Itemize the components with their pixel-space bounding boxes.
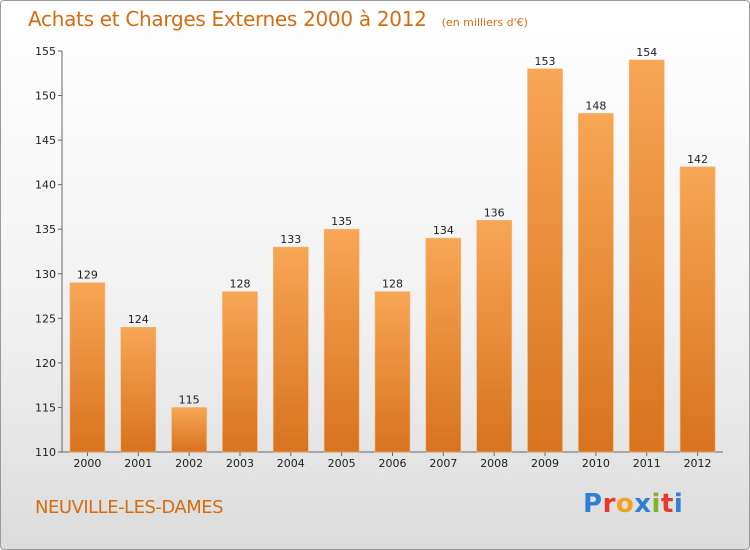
data-label-2008: 136: [484, 206, 505, 219]
proxiti-logo[interactable]: Proxiti: [583, 489, 683, 519]
logo-letter: P: [583, 489, 603, 519]
logo-letter: r: [602, 489, 616, 519]
data-label-2000: 129: [77, 269, 98, 282]
commune-name: NEUVILLE-LES-DAMES: [35, 497, 224, 518]
x-tick-label-2000: 2000: [73, 457, 101, 470]
data-label-2002: 115: [179, 393, 200, 406]
y-tick-label: 130: [35, 268, 56, 281]
x-tick-label-2010: 2010: [582, 457, 610, 470]
chart-title: Achats et Charges Externes 2000 à 2012: [28, 7, 427, 31]
data-label-2003: 128: [229, 278, 250, 291]
x-tick-label-2008: 2008: [480, 457, 508, 470]
data-label-2006: 128: [382, 278, 403, 291]
x-tick-label-2009: 2009: [531, 457, 559, 470]
bar-2004: [273, 246, 309, 453]
y-tick-label: 115: [35, 401, 56, 414]
x-tick-label-2002: 2002: [175, 457, 203, 470]
bars: [69, 59, 716, 453]
bar-2012: [679, 166, 716, 453]
bar-2007: [425, 237, 462, 453]
data-label-2012: 142: [687, 153, 708, 166]
y-tick-label: 125: [35, 312, 56, 325]
y-tick-label: 135: [35, 223, 56, 236]
x-tick-label-2007: 2007: [429, 457, 457, 470]
y-tick-label: 145: [35, 134, 56, 147]
x-tick-label-2001: 2001: [124, 457, 152, 470]
bar-2008: [476, 220, 512, 453]
bar-2000: [69, 282, 106, 453]
data-label-2007: 134: [433, 224, 454, 237]
bar-2009: [527, 68, 563, 453]
y-tick-label: 110: [35, 446, 56, 459]
bar-2005: [323, 228, 360, 453]
bar-2010: [578, 113, 614, 453]
y-tick-label: 150: [35, 90, 56, 103]
x-tick-label-2005: 2005: [328, 457, 356, 470]
data-label-2010: 148: [585, 99, 606, 112]
logo-letter: i: [673, 489, 684, 519]
unit-note: (en milliers d'€): [441, 16, 528, 29]
logo-letter: o: [615, 489, 635, 519]
x-tick-label-2004: 2004: [277, 457, 305, 470]
x-tick-label-2003: 2003: [226, 457, 254, 470]
data-label-2004: 133: [280, 233, 301, 246]
bar-2006: [374, 291, 411, 453]
logo-letter: x: [634, 489, 652, 519]
title-row: Achats et Charges Externes 2000 à 2012 (…: [28, 7, 528, 31]
y-tick-label: 155: [35, 45, 56, 58]
y-tick-label: 120: [35, 357, 56, 370]
bar-2003: [222, 291, 258, 453]
logo-letter: i: [651, 489, 661, 519]
bar-2001: [120, 326, 157, 453]
x-tick-label-2006: 2006: [379, 457, 407, 470]
data-label-2011: 154: [636, 46, 657, 59]
data-label-2009: 153: [535, 55, 556, 68]
data-labels: 129 124 115 128 133 135 128 134 136 153 148 154 142: [77, 46, 708, 407]
data-label-2005: 135: [331, 215, 352, 228]
y-tick-label: 140: [35, 179, 56, 192]
x-tick-label-2011: 2011: [633, 457, 661, 470]
logo-letter: t: [660, 489, 674, 519]
axes: 110 115 120 125 130 135 140 145 150 155 2000 2001 20…: [35, 45, 723, 470]
bar-2011: [628, 59, 665, 453]
bar-2002: [171, 407, 207, 453]
x-tick-label-2012: 2012: [684, 457, 712, 470]
data-label-2001: 124: [128, 313, 149, 326]
